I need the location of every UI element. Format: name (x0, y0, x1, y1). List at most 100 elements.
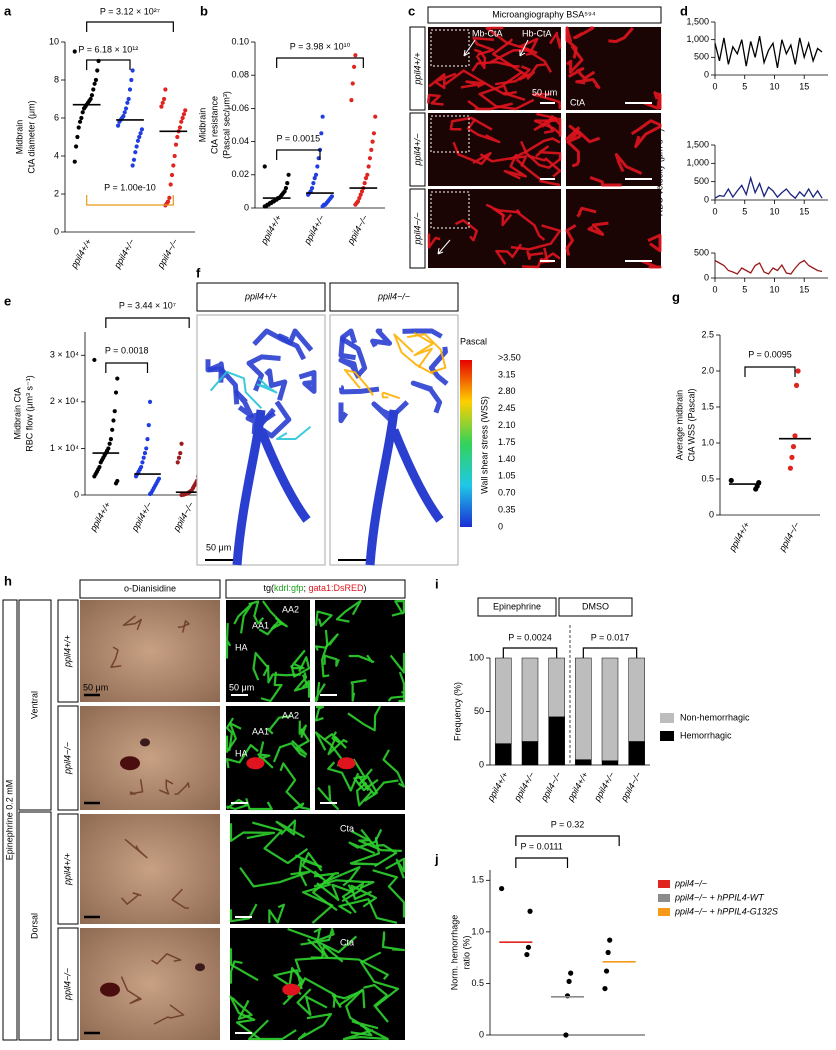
vessel (229, 823, 276, 842)
vessel (314, 681, 326, 703)
vessel (503, 153, 527, 180)
legend-swatch (660, 713, 674, 723)
vessel (349, 836, 381, 866)
colorbar-label: 1.40 (498, 454, 516, 464)
row-label: ppil4−/− (412, 212, 422, 245)
vessel (350, 1020, 379, 1037)
header-box (329, 282, 459, 312)
vessel (298, 369, 317, 394)
data-point (117, 119, 122, 124)
vessel (293, 802, 311, 811)
data-point (363, 176, 369, 181)
x-tick-label: 5 (742, 81, 747, 91)
p-value-annotation: P = 0.017 (591, 632, 630, 642)
data-point (795, 368, 801, 374)
vessel (472, 36, 495, 57)
data-point (131, 157, 137, 162)
row-label: ppil4−/− (62, 968, 72, 1001)
vessel (565, 139, 581, 168)
data-point (125, 100, 130, 105)
vessel (485, 26, 530, 52)
vessel (478, 84, 535, 111)
legend-swatch (658, 908, 670, 916)
legend-label: Hemorrhagic (680, 730, 732, 740)
vessel (314, 633, 339, 651)
vessel (647, 233, 662, 253)
data-point (313, 172, 319, 177)
vessel (360, 951, 400, 1007)
y-tick-label: 0 (709, 509, 714, 519)
p-value-annotation: P = 3.12 × 10²⁷ (100, 6, 160, 16)
legend-swatch (658, 880, 670, 888)
data-point (111, 418, 116, 423)
vessel-label: HA (235, 748, 248, 758)
vessel-label: Mb-CtA (472, 28, 503, 38)
stained-larva (80, 814, 220, 924)
data-point (79, 115, 84, 121)
vessel (520, 140, 561, 169)
p-value-annotation: P = 3.98 × 10¹⁰ (290, 41, 351, 51)
x-tick-label: 15 (799, 284, 809, 294)
vessel (272, 742, 307, 763)
vessel (297, 1012, 333, 1041)
data-point (93, 77, 99, 83)
vessel (352, 758, 379, 792)
data-point (75, 134, 80, 140)
bar-segment (575, 657, 592, 760)
y-tick-label: 0 (479, 759, 484, 769)
treatment-label: Epinephrine 0.2 mM (4, 780, 14, 861)
data-point (134, 144, 139, 149)
group-header: Epinephrine (493, 601, 541, 611)
stained-larva (80, 600, 220, 702)
data-point (133, 150, 138, 155)
data-point (76, 125, 81, 130)
hemorrhage (120, 756, 140, 771)
data-point (789, 454, 795, 460)
bar-segment (575, 759, 592, 766)
row-label: ppil4+/+ (62, 635, 72, 668)
data-point (141, 455, 146, 460)
row-label-box (409, 112, 426, 187)
vessel (526, 250, 544, 261)
vessel (252, 821, 309, 865)
y-axis-label: ratio (%) (461, 935, 471, 969)
vessel (129, 779, 144, 795)
data-point (115, 376, 120, 381)
vessel-label: CtA (570, 97, 585, 107)
y-axis-label: CtA diameter (μm) (26, 100, 36, 173)
vessel-label: HA (235, 642, 248, 652)
vessel-label: Cta (340, 937, 354, 947)
row-label-box (57, 705, 79, 811)
vessel (338, 898, 398, 924)
bracket (582, 647, 638, 658)
data-point (168, 182, 173, 187)
y-axis-label: CtA WSS (Pascal) (686, 388, 696, 461)
vessel (348, 654, 375, 663)
data-point (603, 968, 610, 974)
data-point (607, 937, 613, 943)
y-axis-label: CtA resistance (209, 96, 219, 154)
vessel (298, 720, 307, 738)
vessel (589, 175, 622, 187)
y-tick-label: 0 (479, 1029, 484, 1039)
data-point (792, 433, 798, 439)
data-point (357, 195, 362, 201)
x-tick-label: ppil4−/− (618, 770, 643, 804)
data-point (177, 125, 183, 130)
angiography-image (428, 189, 561, 268)
y-tick-label: 0.10 (231, 36, 249, 46)
data-point (309, 185, 315, 191)
colorbar-label: 3.15 (498, 369, 516, 379)
angiography-zoom (566, 189, 661, 268)
hemorrhage (140, 738, 150, 747)
row-label: ppil4+/+ (62, 853, 72, 886)
view-label: Ventral (29, 691, 39, 719)
header-box (427, 6, 662, 24)
vessel (381, 391, 401, 400)
x-tick-label: ppil4+/+ (87, 500, 112, 534)
data-point (113, 390, 119, 395)
vessel (454, 219, 479, 242)
vessel (467, 118, 501, 144)
vessel (225, 717, 235, 751)
data-point (145, 437, 150, 442)
